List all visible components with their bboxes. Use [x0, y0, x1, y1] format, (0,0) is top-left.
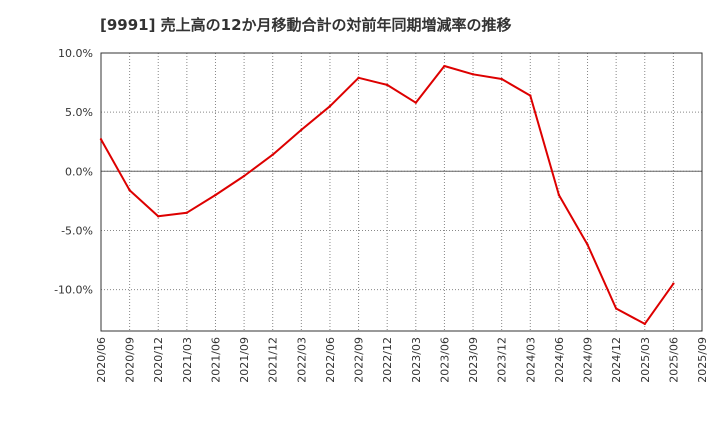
x-tick-label: 2022/12	[381, 337, 394, 383]
data-point	[557, 193, 561, 197]
x-tick-label: 2021/06	[209, 337, 222, 383]
x-tick-label: 2020/09	[124, 337, 137, 383]
x-tick-label: 2024/03	[524, 337, 537, 383]
data-point	[357, 76, 360, 80]
y-tick-label: 10.0%	[58, 47, 93, 60]
x-tick-label: 2022/09	[353, 337, 366, 383]
x-tick-label: 2020/12	[152, 337, 165, 383]
data-point	[185, 211, 189, 214]
data-point	[586, 243, 589, 246]
y-tick-label: 5.0%	[65, 106, 93, 119]
x-tick-label: 2025/06	[667, 337, 680, 383]
data-point	[157, 215, 160, 218]
x-tick-label: 2023/09	[467, 337, 480, 383]
gridlines	[101, 53, 702, 331]
y-tick-label: 0.0%	[65, 165, 93, 178]
chart-title: [9991] 売上高の12か月移動合計の対前年同期増減率の推移	[100, 16, 512, 34]
data-point	[128, 189, 131, 192]
data-point	[529, 94, 532, 97]
data-point	[271, 153, 274, 156]
x-tick-label: 2025/03	[639, 337, 652, 383]
x-tick-label: 2023/12	[496, 337, 509, 383]
x-tick-label: 2021/03	[181, 337, 194, 383]
data-point	[300, 128, 303, 132]
data-point	[242, 174, 246, 178]
data-point	[99, 138, 103, 141]
x-tick-label: 2023/03	[410, 337, 423, 383]
x-tick-label: 2024/09	[582, 337, 595, 383]
data-point	[500, 77, 503, 81]
plot-frame	[100, 52, 703, 332]
x-tick-labels: 2020/06 2020/09 2020/12 2021/03 2021/06 2021/…	[95, 337, 709, 383]
data-point	[614, 307, 618, 310]
x-tick-label: 2021/12	[267, 337, 280, 383]
data-point	[214, 193, 217, 197]
x-tick-label: 2024/12	[610, 337, 623, 383]
axes	[100, 52, 703, 332]
x-tick-label: 2020/06	[95, 337, 108, 383]
x-tick-label: 2022/06	[324, 337, 337, 383]
data-point	[328, 105, 332, 108]
y-tick-label: -5.0%	[61, 224, 93, 237]
x-tick-label: 2025/09	[696, 337, 709, 383]
data-point	[443, 64, 446, 68]
x-tick-label: 2024/06	[553, 337, 566, 383]
x-tick-label: 2023/06	[438, 337, 451, 383]
data-point	[471, 73, 475, 76]
data-point	[385, 83, 389, 87]
y-tick-label: -10.0%	[54, 284, 93, 297]
data-point	[643, 322, 646, 326]
data-point	[414, 101, 418, 104]
x-tick-label: 2022/03	[295, 337, 308, 383]
y-tick-labels: 10.0% 5.0% 0.0% -5.0% -10.0%	[54, 47, 93, 297]
series-layer	[99, 64, 675, 326]
x-tick-label: 2021/09	[238, 337, 251, 383]
data-point	[672, 282, 675, 285]
